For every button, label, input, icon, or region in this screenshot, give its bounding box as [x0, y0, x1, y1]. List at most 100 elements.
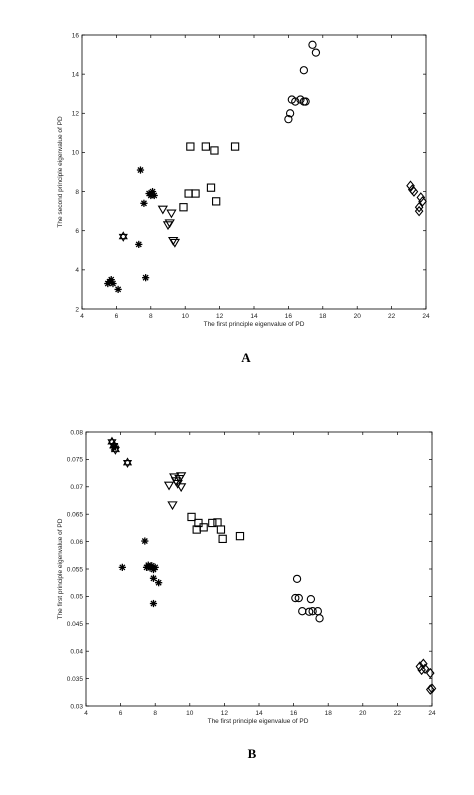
x-axis-label-b: The first principle eigenvalue of PD [208, 718, 309, 725]
x-tick-label: 6 [115, 313, 119, 320]
diamond-marker [406, 180, 415, 191]
circle-marker [299, 66, 309, 75]
y-tick-label: 12 [72, 111, 80, 118]
square-marker [186, 142, 195, 151]
x-tick-label: 18 [319, 313, 327, 320]
square-marker [235, 531, 245, 541]
y-tick-label: 0.05 [70, 594, 83, 601]
hexagram-series [107, 436, 133, 468]
y-tick-label: 6 [75, 228, 79, 235]
square-series [179, 142, 240, 212]
circle-marker [313, 607, 322, 616]
x-tick-label: 16 [290, 710, 298, 717]
y-tick-label: 0.08 [70, 429, 83, 436]
x-tick-label: 12 [216, 313, 224, 320]
triangle-down-series [163, 472, 187, 511]
x-tick-label: 8 [153, 710, 157, 717]
square-marker [210, 146, 219, 155]
plot-frame-a [81, 34, 427, 310]
asterisk-marker [150, 191, 158, 200]
diamond-marker [425, 667, 435, 679]
square-marker [199, 523, 208, 532]
y-tick-label: 0.035 [67, 676, 84, 683]
y-axis-label-a: The second principle eigenvalue of PD [57, 116, 64, 228]
x-tick-label: 20 [359, 710, 367, 717]
scatter-plot-b: 4 6 8 10 12 14 16 18 20 22 24 0.03 0.035 0.04 0.045 0.0… [57, 429, 437, 761]
triangle-down-series [157, 205, 181, 248]
x-tick-label: 16 [285, 313, 293, 320]
y-tick-label: 0.055 [67, 566, 84, 573]
hexagram-marker [118, 231, 128, 242]
square-marker [201, 142, 210, 151]
triangle-down-marker [175, 472, 187, 482]
diamond-marker [419, 658, 428, 670]
asterisk-marker [111, 442, 120, 450]
triangle-down-marker [157, 205, 168, 215]
circle-marker [308, 40, 317, 49]
diamond-marker [425, 684, 435, 695]
circle-marker [298, 607, 307, 616]
asterisk-marker [118, 563, 126, 571]
diamond-marker [414, 201, 424, 213]
y-axis-label-b: The first principle eigenvalue of PD [57, 518, 64, 619]
asterisk-marker [114, 285, 122, 294]
x-tick-label: 6 [119, 710, 123, 717]
y-tick-label: 10 [72, 150, 80, 157]
circle-marker [308, 607, 317, 616]
y-tick-label: 0.06 [70, 539, 83, 546]
square-marker [212, 197, 221, 206]
diamond-marker [420, 663, 430, 675]
diamond-marker [416, 192, 426, 203]
x-tick-label: 10 [186, 710, 194, 717]
y-tick-label: 0.075 [67, 457, 84, 464]
diamond-marker [409, 186, 419, 197]
x-tick-label: 20 [354, 313, 362, 320]
circle-series [284, 40, 321, 124]
asterisk-marker [155, 579, 163, 587]
square-marker [230, 142, 240, 151]
x-tick-label: 24 [428, 710, 436, 717]
x-tick-label: 14 [255, 710, 263, 717]
diamond-marker [427, 683, 437, 694]
x-tick-label: 8 [149, 313, 153, 320]
y-tick-label: 14 [72, 71, 80, 78]
square-series [187, 512, 245, 544]
circle-marker [315, 614, 324, 623]
circle-marker [306, 594, 316, 604]
asterisk-series [110, 442, 163, 608]
asterisk-marker [109, 279, 117, 288]
plot-frame-b [85, 431, 433, 707]
x-tick-label: 4 [84, 710, 88, 717]
circle-marker [291, 97, 300, 106]
circle-marker [305, 607, 314, 616]
asterisk-marker [142, 274, 150, 282]
diamond-series [415, 658, 437, 695]
x-tick-label: 14 [250, 313, 258, 320]
circle-marker [311, 48, 321, 57]
y-tick-label: 0.065 [67, 512, 84, 519]
diamond-marker [418, 196, 427, 207]
data-points-b [107, 436, 437, 695]
diamond-marker [417, 664, 426, 676]
y-tick-label: 0.07 [70, 484, 83, 491]
x-tick-label: 22 [394, 710, 402, 717]
square-marker [206, 183, 216, 192]
asterisk-marker [151, 563, 159, 571]
asterisk-series [104, 166, 158, 294]
circle-marker [284, 115, 293, 124]
triangle-down-marker [164, 219, 175, 229]
square-marker [218, 534, 227, 544]
hexagram-marker [122, 457, 133, 468]
square-marker [191, 189, 200, 198]
circle-marker [301, 97, 310, 106]
diamond-series [406, 180, 427, 217]
data-points-a [104, 40, 427, 294]
asterisk-marker [136, 166, 145, 174]
y-tick-label: 16 [72, 32, 80, 39]
x-tick-label: 22 [388, 313, 396, 320]
y-tick-label: 2 [75, 306, 79, 313]
triangle-down-marker [175, 483, 187, 493]
triangle-down-marker [166, 209, 177, 219]
square-marker [184, 189, 193, 198]
